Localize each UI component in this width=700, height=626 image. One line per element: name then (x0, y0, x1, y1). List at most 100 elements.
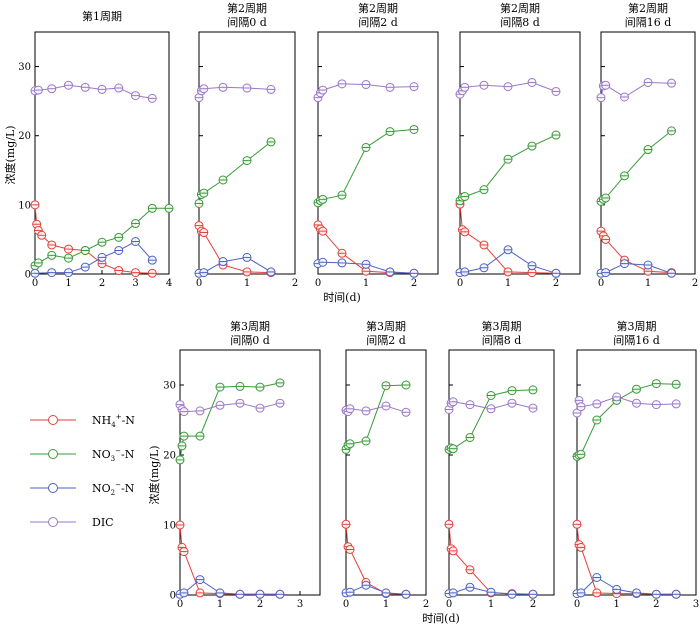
data-point-no2 (381, 588, 391, 598)
plot-frame (459, 31, 581, 275)
data-point-dic (592, 399, 602, 409)
series-no3 (194, 137, 276, 208)
x-tick-label: 0 (32, 278, 38, 289)
x-tick-label: 0 (457, 278, 463, 289)
y-tick-label: 20 (18, 131, 31, 142)
data-point-no2 (242, 252, 252, 262)
data-point-no3 (361, 142, 371, 152)
series-no2 (175, 575, 285, 599)
data-point-no2 (503, 245, 513, 255)
ylabel-top: 浓度(mg/L) (3, 125, 17, 184)
data-point-no2 (131, 237, 140, 247)
data-point-no3 (341, 444, 351, 454)
data-point-no3 (64, 253, 73, 263)
data-point-no2 (235, 589, 245, 599)
data-point-no3 (47, 250, 57, 260)
x-tick-label: 1 (244, 278, 250, 289)
data-point-nh4 (345, 545, 355, 554)
data-point-dic (551, 86, 561, 96)
data-point-no2 (147, 255, 157, 265)
data-point-nh4 (572, 519, 582, 529)
data-point-no2 (114, 245, 124, 255)
data-point-nh4 (199, 228, 209, 238)
series-nh4 (596, 226, 676, 278)
data-point-nh4 (479, 240, 489, 250)
data-point-no3 (147, 203, 157, 213)
data-point-no3 (266, 137, 276, 147)
data-point-no3 (507, 386, 517, 396)
data-point-dic (448, 397, 458, 407)
x-tick-label: 2 (423, 599, 429, 610)
data-point-no2 (612, 584, 622, 594)
series-no3 (455, 130, 561, 206)
data-point-no3 (345, 439, 355, 449)
data-point-dic (361, 406, 371, 416)
data-point-no3 (33, 258, 43, 268)
data-point-no3 (486, 391, 496, 400)
x-tick-label: 2 (292, 278, 298, 289)
data-point-dic (527, 77, 537, 87)
series-no2 (455, 245, 561, 278)
legend-marker (48, 449, 58, 459)
data-point-dic (576, 402, 586, 412)
x-tick-label: 1 (613, 599, 619, 610)
data-point-no2 (199, 268, 209, 278)
data-point-no2 (527, 261, 537, 271)
x-tick-label: 1 (505, 278, 511, 289)
data-point-no3 (131, 219, 140, 229)
data-point-nh4 (30, 200, 40, 210)
data-point-nh4 (179, 547, 189, 557)
xlabel-bottom: 时间(d) (422, 612, 460, 625)
series-line-no2 (179, 578, 280, 595)
data-point-no3 (409, 124, 419, 134)
data-point-dic (195, 406, 205, 416)
data-point-no2 (179, 588, 189, 598)
data-point-no2 (528, 589, 538, 599)
data-point-dic (114, 83, 124, 93)
data-point-no3 (592, 415, 602, 425)
panel-subtitle: 间隔0 d (227, 16, 267, 29)
series-dic (341, 401, 411, 417)
data-point-no2 (275, 589, 285, 599)
data-point-dic (601, 80, 611, 90)
legend-item-no2: NO2−-N (30, 481, 135, 497)
data-point-dic (199, 84, 209, 94)
data-point-dic (266, 84, 276, 94)
series-line-no3 (345, 384, 407, 450)
data-point-no2 (479, 263, 489, 273)
series-line-dic (600, 81, 672, 98)
data-point-no2 (361, 259, 371, 269)
y-tick-label: 30 (18, 62, 31, 73)
x-tick-label: 1 (645, 278, 651, 289)
data-point-no3 (465, 433, 475, 442)
data-point-dic (632, 398, 641, 408)
series-dic (444, 397, 538, 414)
data-point-nh4 (47, 240, 57, 250)
data-point-nh4 (64, 244, 73, 254)
x-tick-label: 1 (65, 278, 71, 289)
series-nh4 (30, 200, 157, 278)
series-nh4 (341, 519, 411, 599)
panel-title: 第2周期 (500, 1, 540, 15)
series-nh4 (194, 221, 276, 278)
legend: NH4+-N NO3−-N NO2−-N DIC (30, 413, 135, 529)
y-tick-label: 0 (170, 591, 176, 602)
data-point-no2 (255, 589, 265, 599)
plot-frame (448, 349, 555, 596)
data-point-no3 (235, 381, 245, 391)
data-point-dic (147, 93, 157, 103)
panel-subtitle: 间隔2 d (358, 16, 398, 29)
data-point-dic (465, 400, 475, 410)
data-point-no2 (385, 267, 395, 277)
data-point-dic (318, 85, 328, 95)
panel-subtitle: 间隔16 d (625, 16, 672, 29)
data-point-no2 (345, 587, 355, 597)
series-line-dic (576, 396, 677, 414)
data-point-dic (337, 79, 347, 89)
data-point-nh4 (242, 267, 252, 277)
series-dic (596, 77, 676, 103)
data-point-no3 (179, 431, 189, 441)
series-dic (194, 82, 276, 103)
